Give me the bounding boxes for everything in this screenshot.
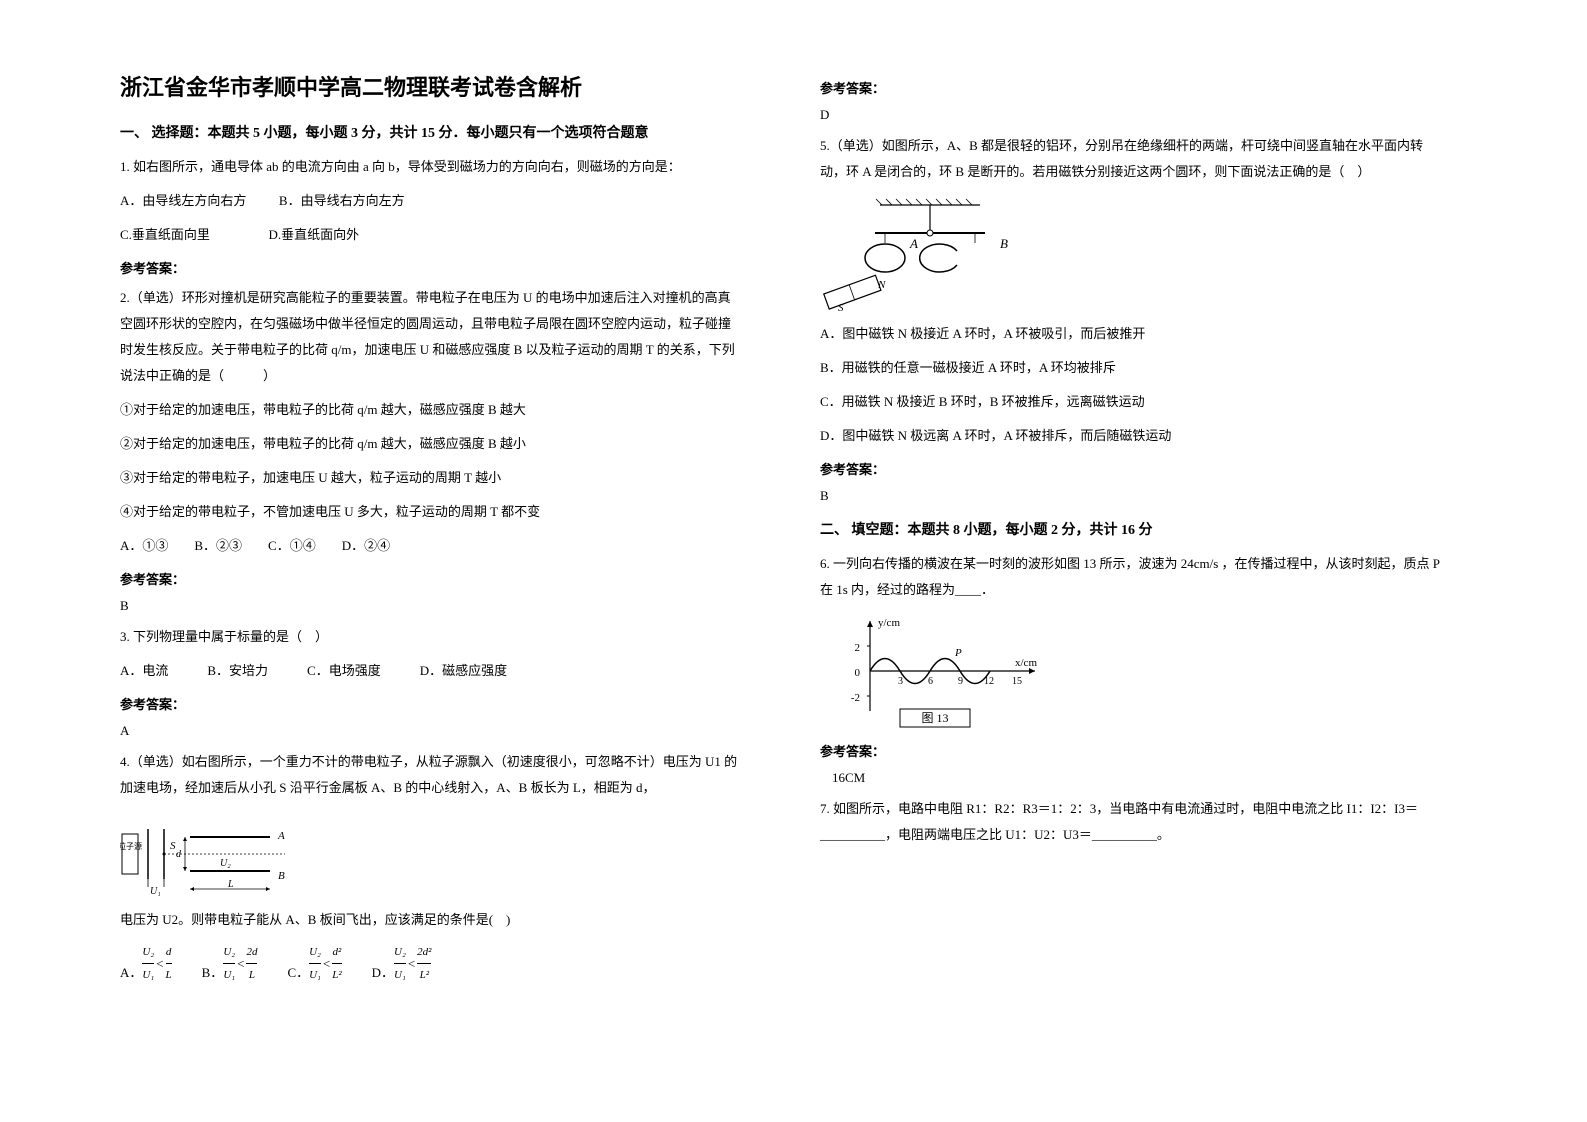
q4-figure: 粒子源 S A B d U₂ <box>120 809 290 899</box>
q5-stem: 5.（单选）如图所示，A、B 都是很轻的铝环，分别吊在绝缘细杆的两端，杆可绕中间… <box>820 133 1440 185</box>
q6-xtick-9: 9 <box>958 676 963 687</box>
section-1-heading: 一、 选择题：本题共 5 小题，每小题 3 分，共计 15 分．每小题只有一个选… <box>120 122 740 142</box>
q4-optC: C． U₂ U₁ < d² L² <box>287 941 341 986</box>
q3-answer-label: 参考答案： <box>120 694 740 713</box>
q1-optA: A．由导线左方向右方 <box>120 193 246 208</box>
q2-answer: B <box>120 598 740 614</box>
section-2-heading: 二、 填空题：本题共 8 小题，每小题 2 分，共计 16 分 <box>820 519 1440 539</box>
q5-optD: D．图中磁铁 N 极远离 A 环时，A 环被排斥，而后随磁铁运动 <box>820 423 1440 449</box>
question-3: 3. 下列物理量中属于标量的是（ ） A．电流 B．安培力 C．电场强度 D．磁… <box>120 624 740 684</box>
q4-optB: B． U₂ U₁ < 2d L <box>202 941 258 986</box>
q4-figure-wrap: 粒子源 S A B d U₂ <box>120 809 740 899</box>
q6-ytick-0: 0 <box>855 667 861 679</box>
q2-opts: A．①③ B．②③ C．①④ D．②④ <box>120 533 740 559</box>
q4-fig-U1: U₁ <box>150 886 161 897</box>
q4-fig-source: 粒子源 <box>120 841 142 851</box>
q2-stem: 2.（单选）环形对撞机是研究高能粒子的重要装置。带电粒子在电压为 U 的电场中加… <box>120 285 740 389</box>
q1-optD: D.垂直纸面向外 <box>268 227 359 242</box>
question-1: 1. 如右图所示，通电导体 ab 的电流方向由 a 向 b，导体受到磁场力的方向… <box>120 154 740 248</box>
q4-fig-U2: U₂ <box>220 858 231 869</box>
question-4: 4.（单选）如右图所示，一个重力不计的带电粒子，从粒子源飘入（初速度很小，可忽略… <box>120 749 740 986</box>
q6-stem: 6. 一列向右传播的横波在某一时刻的波形如图 13 所示，波速为 24cm/s … <box>820 551 1440 603</box>
q5-optB: B．用磁铁的任意一磁极接近 A 环时，A 环均被排斥 <box>820 355 1440 381</box>
q5-optC: C．用磁铁 N 极接近 B 环时，B 环被推斥，远离磁铁运动 <box>820 389 1440 415</box>
q5-fig-A: A <box>909 236 918 251</box>
question-6: 6. 一列向右传播的横波在某一时刻的波形如图 13 所示，波速为 24cm/s … <box>820 551 1440 731</box>
q4-stem1: 4.（单选）如右图所示，一个重力不计的带电粒子，从粒子源飘入（初速度很小，可忽略… <box>120 749 740 801</box>
q6-ytick-2: 2 <box>855 642 861 654</box>
q2-s3: ③对于给定的带电粒子，加速电压 U 越大，粒子运动的周期 T 越小 <box>120 465 740 491</box>
q4-optA-frac: U₂ U₁ < d L <box>142 941 171 986</box>
q3-answer: A <box>120 723 740 739</box>
q6-xtick-6: 6 <box>928 676 933 687</box>
q4-answer: D <box>820 107 1440 123</box>
q5-figure: A B N S <box>820 193 1050 313</box>
q4-fig-B: B <box>278 870 285 882</box>
q1-answer-label: 参考答案： <box>120 258 740 277</box>
right-column: 参考答案： D 5.（单选）如图所示，A、B 都是很轻的铝环，分别吊在绝缘细杆的… <box>800 70 1460 1052</box>
q1-stem: 1. 如右图所示，通电导体 ab 的电流方向由 a 向 b，导体受到磁场力的方向… <box>120 154 740 180</box>
q5-answer: B <box>820 488 1440 504</box>
q4-stem2: 电压为 U2。则带电粒子能从 A、B 板间飞出，应该满足的条件是( ) <box>120 907 740 933</box>
question-2: 2.（单选）环形对撞机是研究高能粒子的重要装置。带电粒子在电压为 U 的电场中加… <box>120 285 740 559</box>
q1-optB: B．由导线右方向左方 <box>279 193 405 208</box>
q5-fig-B: B <box>1000 236 1008 251</box>
q3-opts: A．电流 B．安培力 C．电场强度 D．磁感应强度 <box>120 658 740 684</box>
doc-title: 浙江省金华市孝顺中学高二物理联考试卷含解析 <box>120 70 740 102</box>
question-5: 5.（单选）如图所示，A、B 都是很轻的铝环，分别吊在绝缘细杆的两端，杆可绕中间… <box>820 133 1440 449</box>
q4-optC-pre: C． <box>287 960 309 986</box>
q4-options-row: A． U₂ U₁ < d L B． <box>120 941 740 986</box>
q6-ylabel: y/cm <box>878 617 900 629</box>
q1-opts-row2: C.垂直纸面向里 D.垂直纸面向外 <box>120 222 740 248</box>
q6-figure: 2 0 -2 3 6 9 12 15 y/cm x/cm P 图 13 <box>840 611 1050 731</box>
q6-caption: 图 13 <box>921 711 948 725</box>
q6-answer-label: 参考答案： <box>820 741 1440 760</box>
q2-s2: ②对于给定的加速电压，带电粒子的比荷 q/m 越大，磁感应强度 B 越小 <box>120 431 740 457</box>
q4-optA: A． U₂ U₁ < d L <box>120 941 172 986</box>
q4-optB-pre: B． <box>202 960 224 986</box>
q4-optD: D． U₂ U₁ < 2d² L² <box>372 941 432 986</box>
q2-s1: ①对于给定的加速电压，带电粒子的比荷 q/m 越大，磁感应强度 B 越大 <box>120 397 740 423</box>
q4-answer-label: 参考答案： <box>820 78 1440 97</box>
q6-xlabel: x/cm <box>1015 657 1037 669</box>
q6-answer: 16CM <box>820 770 1440 786</box>
q6-P-label: P <box>954 647 962 659</box>
q6-ytick-neg2: -2 <box>851 692 860 704</box>
q4-fig-A: A <box>277 830 285 842</box>
q5-fig-N: N <box>877 279 886 291</box>
q5-fig-S: S <box>838 302 844 313</box>
left-column: 浙江省金华市孝顺中学高二物理联考试卷含解析 一、 选择题：本题共 5 小题，每小… <box>100 70 760 1052</box>
q6-xtick-3: 3 <box>898 676 903 687</box>
q5-optA: A．图中磁铁 N 极接近 A 环时，A 环被吸引，而后被推开 <box>820 321 1440 347</box>
q1-optC: C.垂直纸面向里 <box>120 227 210 242</box>
q3-stem: 3. 下列物理量中属于标量的是（ ） <box>120 624 740 650</box>
q4-optA-pre: A． <box>120 960 142 986</box>
q7-stem: 7. 如图所示，电路中电阻 R1：R2：R3＝1：2：3，当电路中有电流通过时，… <box>820 796 1440 848</box>
q4-optD-pre: D． <box>372 960 394 986</box>
q5-answer-label: 参考答案： <box>820 459 1440 478</box>
q4-fig-L: L <box>227 879 234 890</box>
q2-answer-label: 参考答案： <box>120 569 740 588</box>
q2-s4: ④对于给定的带电粒子，不管加速电压 U 多大，粒子运动的周期 T 都不变 <box>120 499 740 525</box>
q1-opts-row1: A．由导线左方向右方 B．由导线右方向左方 <box>120 188 740 214</box>
question-7: 7. 如图所示，电路中电阻 R1：R2：R3＝1：2：3，当电路中有电流通过时，… <box>820 796 1440 848</box>
q6-xtick-15: 15 <box>1012 676 1022 687</box>
